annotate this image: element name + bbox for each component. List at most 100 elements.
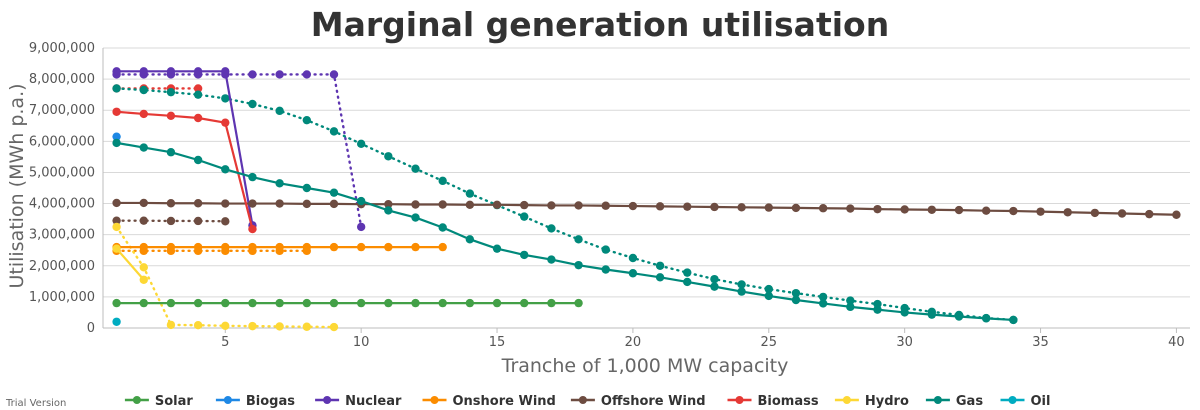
data-point-offshore-wind[interactable] xyxy=(492,200,502,209)
data-point-hydro-dotted[interactable] xyxy=(275,322,284,331)
data-point-gas-dotted[interactable] xyxy=(791,288,801,298)
data-point-gas[interactable] xyxy=(791,295,801,305)
data-point-onshore-wind[interactable] xyxy=(166,242,176,252)
data-point-gas-dotted[interactable] xyxy=(818,292,828,302)
data-point-gas[interactable] xyxy=(492,244,502,253)
data-point-onshore-wind[interactable] xyxy=(356,242,366,252)
data-point-gas-dotted[interactable] xyxy=(248,99,257,109)
data-point-hydro-dotted[interactable] xyxy=(112,222,121,232)
data-point-gas[interactable] xyxy=(248,172,257,182)
legend-item-nuclear[interactable]: Nuclear xyxy=(315,394,402,409)
data-point-gas-dotted[interactable] xyxy=(275,106,284,116)
data-point-gas-dotted[interactable] xyxy=(764,284,773,294)
data-point-gas[interactable] xyxy=(574,260,583,270)
data-point-nuclear-dotted[interactable] xyxy=(329,70,339,79)
data-point-gas[interactable] xyxy=(900,308,909,317)
data-point-offshore-wind[interactable] xyxy=(384,199,393,209)
data-point-solar[interactable] xyxy=(275,298,284,308)
data-point-solar[interactable] xyxy=(221,298,230,308)
data-point-gas[interactable] xyxy=(1009,315,1018,325)
data-point-gas[interactable] xyxy=(438,223,447,232)
data-point-offshore-wind[interactable] xyxy=(628,201,638,211)
data-point-gas[interactable] xyxy=(601,265,610,274)
data-point-gas[interactable] xyxy=(193,155,203,165)
data-point-onshore-wind[interactable] xyxy=(411,242,420,252)
data-point-gas-dotted[interactable] xyxy=(384,152,393,161)
data-point-solar[interactable] xyxy=(520,298,529,308)
data-point-biomass[interactable] xyxy=(221,118,230,127)
data-point-gas[interactable] xyxy=(927,310,937,319)
data-point-offshore-wind[interactable] xyxy=(791,203,801,213)
data-point-offshore-wind[interactable] xyxy=(1090,208,1100,218)
data-point-gas[interactable] xyxy=(166,148,176,157)
data-point-offshore-wind[interactable] xyxy=(166,199,176,208)
data-point-onshore-wind[interactable] xyxy=(139,242,148,252)
data-point-solar[interactable] xyxy=(139,298,148,308)
data-point-hydro-dotted[interactable] xyxy=(139,263,148,272)
data-point-gas[interactable] xyxy=(329,188,339,197)
data-point-offshore-wind[interactable] xyxy=(1117,209,1127,218)
data-point-gas[interactable] xyxy=(139,143,148,152)
data-point-gas[interactable] xyxy=(302,183,312,193)
data-point-solar[interactable] xyxy=(492,298,502,308)
data-point-gas[interactable] xyxy=(520,250,529,260)
legend-item-solar[interactable]: Solar xyxy=(124,394,194,409)
data-point-onshore-wind[interactable] xyxy=(329,242,339,252)
data-point-offshore-wind[interactable] xyxy=(112,198,121,208)
legend-item-hydro[interactable]: Hydro xyxy=(834,394,909,409)
data-point-gas-dotted[interactable] xyxy=(411,164,420,173)
data-point-offshore-wind[interactable] xyxy=(846,204,855,213)
data-point-biogas[interactable] xyxy=(112,132,121,141)
data-point-gas-dotted[interactable] xyxy=(710,274,719,284)
data-point-hydro-dotted[interactable] xyxy=(193,321,203,330)
data-point-onshore-wind[interactable] xyxy=(221,242,230,252)
data-point-gas[interactable] xyxy=(737,287,746,296)
data-point-biomass[interactable] xyxy=(112,107,121,116)
data-point-gas[interactable] xyxy=(954,312,964,321)
data-point-gas[interactable] xyxy=(275,179,284,188)
data-point-nuclear[interactable] xyxy=(193,67,203,76)
data-point-gas-dotted[interactable] xyxy=(221,94,230,103)
data-point-gas[interactable] xyxy=(873,305,882,314)
data-point-gas[interactable] xyxy=(683,277,692,287)
data-point-gas-dotted[interactable] xyxy=(465,189,475,198)
legend-item-onshore-wind[interactable]: Onshore Wind xyxy=(422,394,556,409)
data-point-offshore-wind[interactable] xyxy=(329,199,339,209)
data-point-hydro-dotted[interactable] xyxy=(302,322,312,331)
data-point-nuclear[interactable] xyxy=(112,67,121,76)
data-point-biomass[interactable] xyxy=(248,224,257,234)
data-point-solar[interactable] xyxy=(438,298,447,308)
data-point-offshore-wind[interactable] xyxy=(574,201,583,210)
data-point-gas-dotted[interactable] xyxy=(520,212,529,221)
data-point-offshore-wind[interactable] xyxy=(438,200,447,209)
data-point-hydro-dotted[interactable] xyxy=(221,321,230,331)
legend[interactable]: Solar Biogas Nuclear Onshore Wind Offshore W… xyxy=(124,394,1051,409)
data-point-offshore-wind-dotted[interactable] xyxy=(139,216,148,225)
data-point-nuclear-dotted[interactable] xyxy=(248,70,257,79)
data-point-solar[interactable] xyxy=(574,298,583,308)
data-point-gas-dotted[interactable] xyxy=(846,296,855,305)
legend-item-gas[interactable]: Gas xyxy=(925,394,983,409)
data-point-offshore-wind[interactable] xyxy=(737,203,746,212)
data-point-offshore-wind[interactable] xyxy=(1036,207,1045,216)
data-point-offshore-wind[interactable] xyxy=(248,199,257,208)
data-point-offshore-wind[interactable] xyxy=(655,202,665,211)
data-point-onshore-wind[interactable] xyxy=(193,242,203,252)
data-point-onshore-wind[interactable] xyxy=(384,242,393,252)
data-point-biomass[interactable] xyxy=(166,111,176,121)
legend-item-biogas[interactable]: Biogas xyxy=(215,394,295,409)
data-point-offshore-wind-dotted[interactable] xyxy=(193,216,203,226)
data-point-hydro-dotted[interactable] xyxy=(248,321,257,331)
data-point-offshore-wind[interactable] xyxy=(221,199,230,208)
data-point-solar[interactable] xyxy=(112,298,121,308)
data-point-onshore-wind[interactable] xyxy=(438,242,447,252)
data-point-offshore-wind[interactable] xyxy=(818,204,828,213)
data-point-gas[interactable] xyxy=(764,291,773,301)
data-point-gas[interactable] xyxy=(465,235,475,244)
data-point-offshore-wind[interactable] xyxy=(1145,209,1154,219)
legend-item-biomass[interactable]: Biomass xyxy=(727,394,819,409)
data-point-gas[interactable] xyxy=(710,282,719,291)
data-point-nuclear[interactable] xyxy=(139,67,148,76)
data-point-solar[interactable] xyxy=(411,298,420,308)
data-point-onshore-wind[interactable] xyxy=(275,242,284,252)
